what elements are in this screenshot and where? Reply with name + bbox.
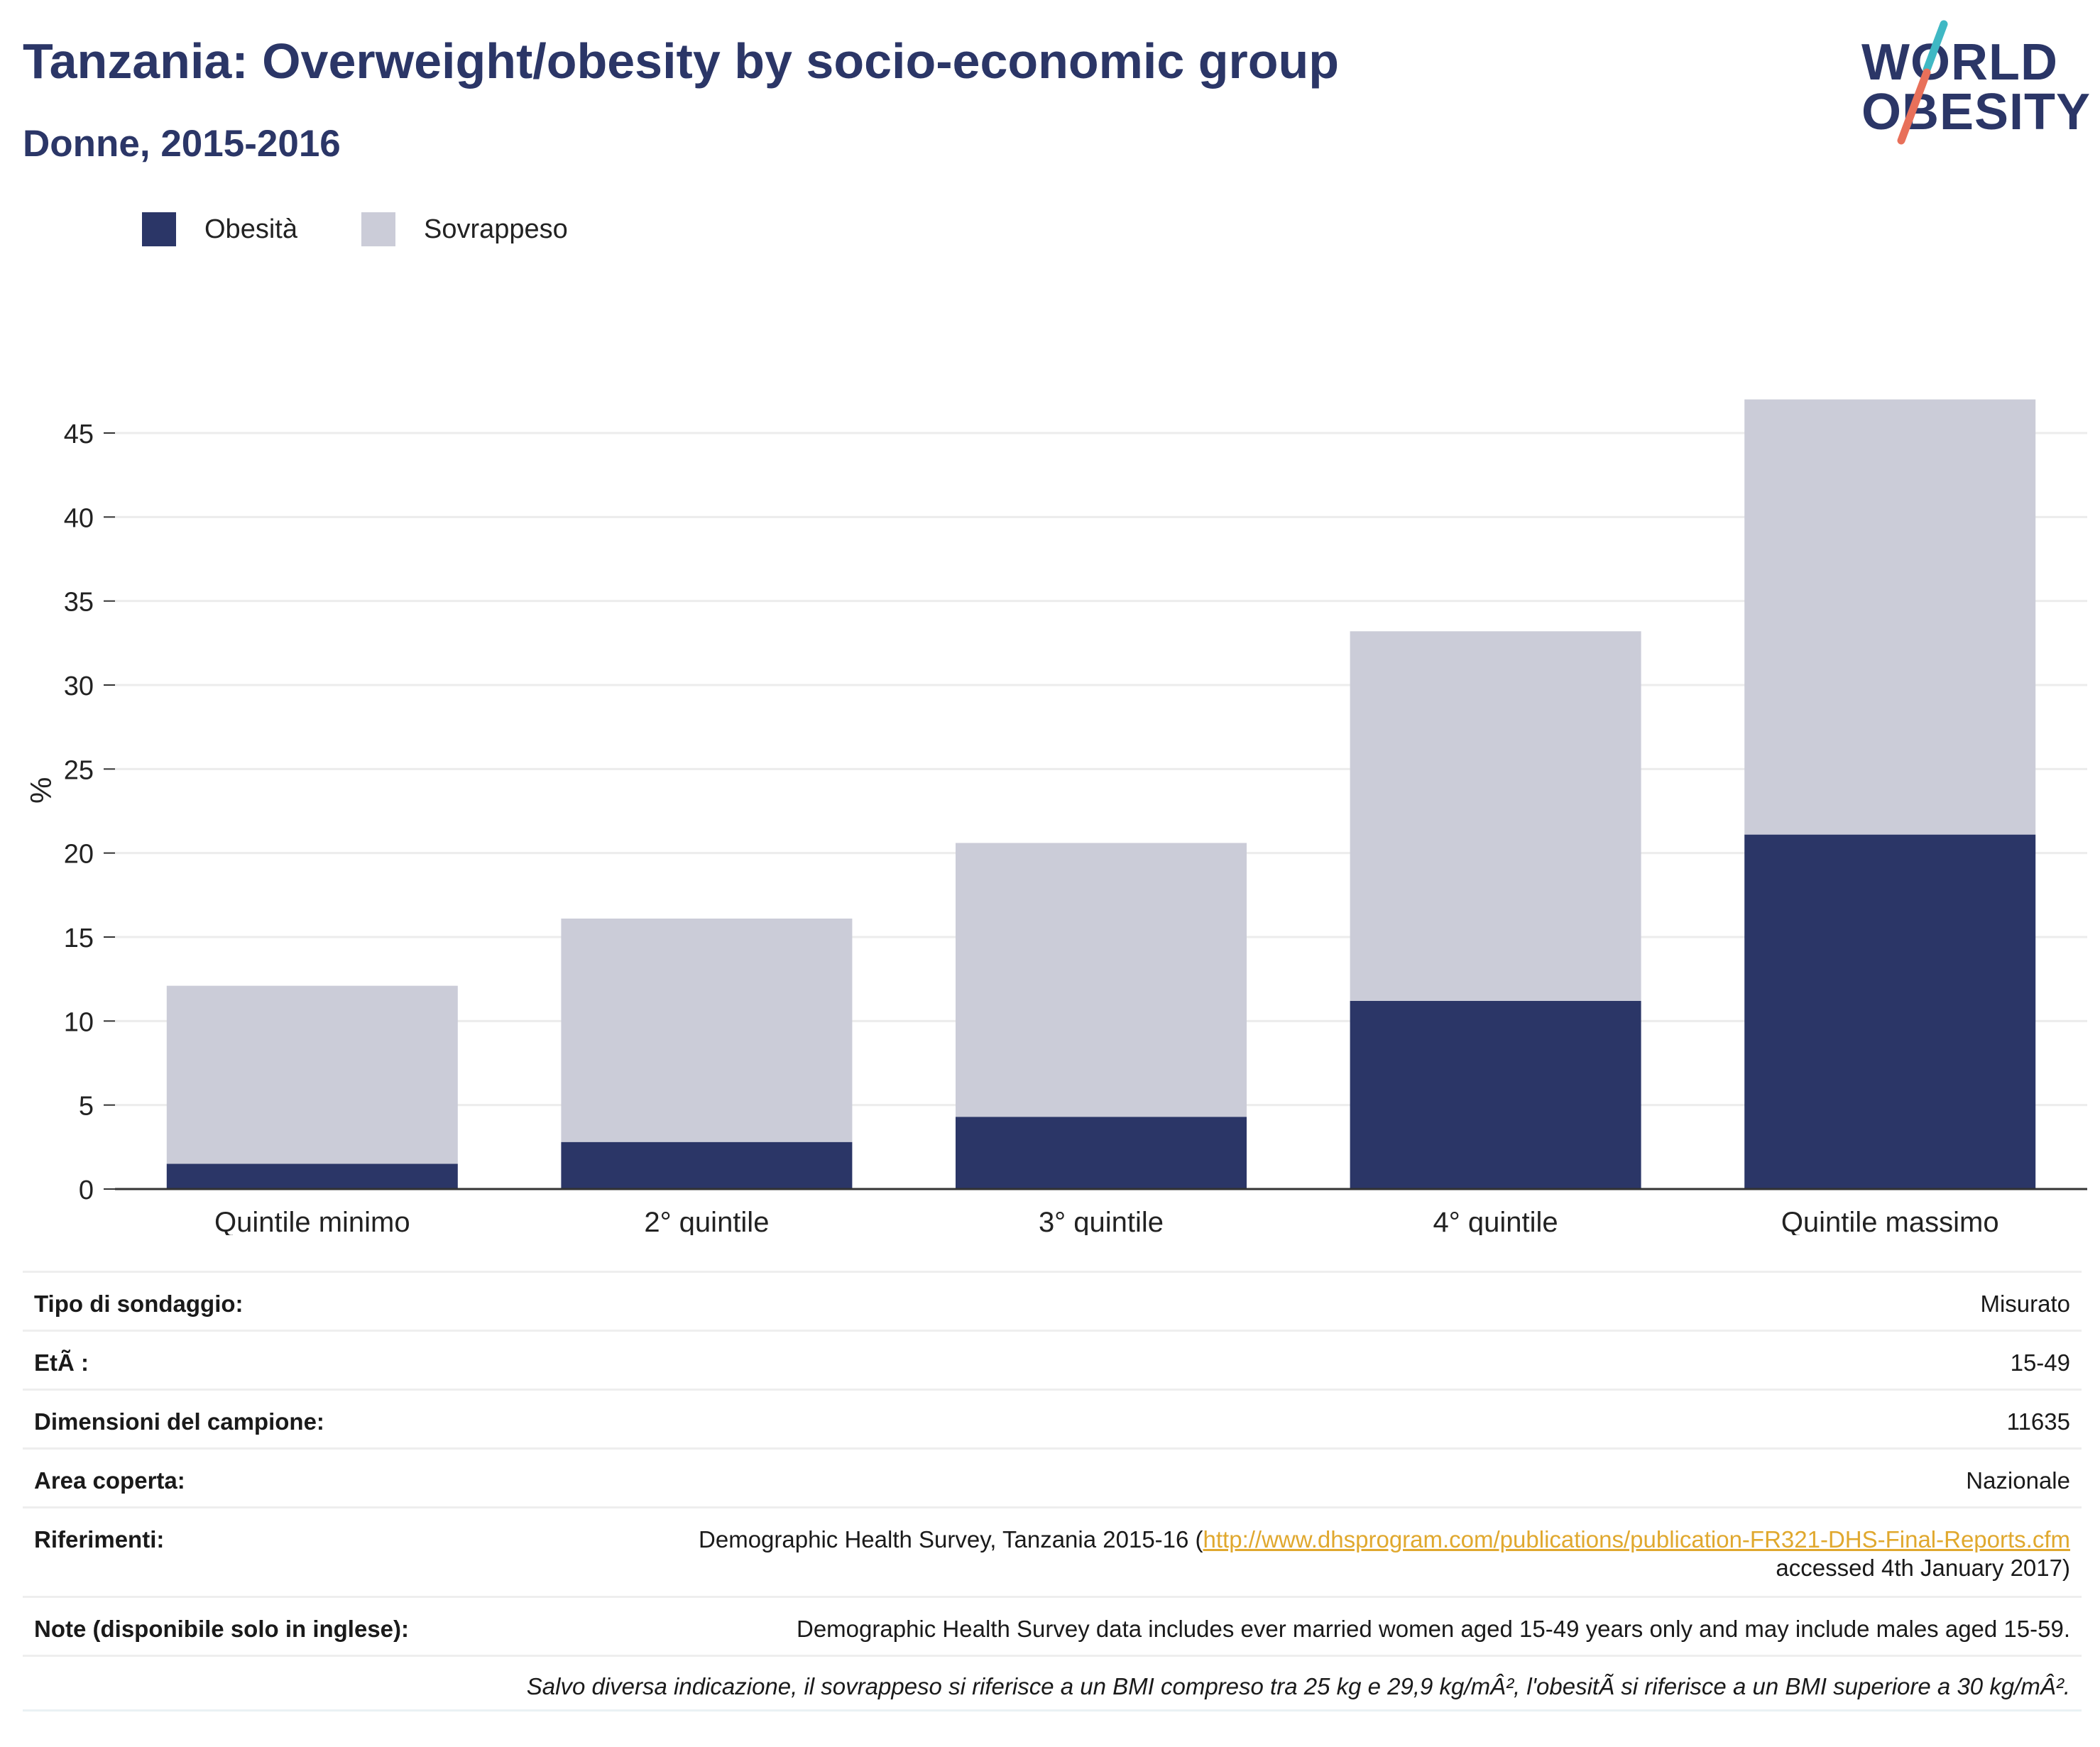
y-axis-label: % bbox=[24, 777, 58, 804]
bar-obesity bbox=[1350, 1000, 1641, 1189]
x-tick-label: 4° quintile bbox=[1433, 1207, 1558, 1235]
y-tick-label: 45 bbox=[64, 420, 94, 449]
info-label-area: Area coperta: bbox=[34, 1467, 185, 1494]
info-value-area: Nazionale bbox=[1966, 1467, 2070, 1494]
info-row-age: EtÃ : 15-49 bbox=[23, 1330, 2082, 1389]
bar-overweight bbox=[166, 985, 458, 1164]
info-value-references: Demographic Health Survey, Tanzania 2015… bbox=[699, 1508, 2070, 1582]
info-value-notes: Demographic Health Survey data includes … bbox=[797, 1616, 2070, 1642]
info-row-area: Area coperta: Nazionale bbox=[23, 1447, 2082, 1506]
info-row-survey-type: Tipo di sondaggio: Misurato bbox=[23, 1271, 2082, 1330]
info-row-footnote: Salvo diversa indicazione, il sovrappeso… bbox=[23, 1655, 2082, 1712]
world-obesity-logo: WORLD OBESITY bbox=[1853, 20, 2090, 152]
info-row-sample-size: Dimensioni del campione: 11635 bbox=[23, 1389, 2082, 1447]
x-tick-label: 3° quintile bbox=[1039, 1207, 1164, 1235]
info-value-sample-size: 11635 bbox=[2006, 1408, 2070, 1435]
y-tick-label: 35 bbox=[64, 588, 94, 618]
info-row-references: Riferimenti: Demographic Health Survey, … bbox=[23, 1506, 2082, 1596]
info-label-references: Riferimenti: bbox=[34, 1526, 165, 1552]
legend-swatch-overweight bbox=[361, 212, 395, 246]
x-tick-label: Quintile massimo bbox=[1781, 1207, 1999, 1235]
survey-info-table: Tipo di sondaggio: Misurato EtÃ : 15-49 … bbox=[23, 1271, 2082, 1712]
bar-overweight bbox=[1744, 399, 2036, 835]
y-tick-label: 30 bbox=[64, 672, 94, 701]
chart-subtitle: Donne, 2015-2016 bbox=[23, 123, 341, 165]
bar-overweight bbox=[956, 843, 1247, 1117]
legend-item-overweight: Sovrappeso bbox=[361, 212, 568, 246]
info-value-survey-type: Misurato bbox=[1980, 1291, 2070, 1317]
y-tick-label: 5 bbox=[79, 1092, 94, 1122]
bar-obesity bbox=[561, 1141, 853, 1189]
info-label-survey-type: Tipo di sondaggio: bbox=[34, 1291, 244, 1317]
info-value-age: 15-49 bbox=[2010, 1349, 2070, 1376]
y-tick-label: 25 bbox=[64, 755, 94, 785]
reference-link[interactable]: http://www.dhsprogram.com/publications/p… bbox=[1203, 1526, 2070, 1552]
reference-accessed-text: accessed 4th January 2017) bbox=[1776, 1555, 2070, 1581]
reference-source-text: Demographic Health Survey, Tanzania 2015… bbox=[699, 1526, 1203, 1552]
legend-label-overweight: Sovrappeso bbox=[423, 214, 568, 244]
bar-overweight bbox=[1350, 631, 1641, 1001]
logo-slash-icon bbox=[1897, 20, 1948, 145]
info-label-sample-size: Dimensioni del campione: bbox=[34, 1408, 324, 1435]
y-tick-label: 0 bbox=[79, 1176, 94, 1205]
x-tick-label: Quintile minimo bbox=[214, 1207, 410, 1235]
info-label-notes: Note (disponibile solo in inglese): bbox=[34, 1616, 410, 1642]
legend-label-obesity: Obesità bbox=[204, 214, 297, 244]
info-row-notes: Note (disponibile solo in inglese): Demo… bbox=[23, 1596, 2082, 1655]
logo-word-world: WORLD bbox=[1861, 34, 2058, 91]
legend-item-obesity: Obesità bbox=[142, 212, 297, 246]
stacked-bar-chart: 0 5 10 15 20 25 30 35 40 45% Quintile minimo 2° qui… bbox=[24, 399, 2087, 1235]
chart-legend: Obesità Sovrappeso bbox=[142, 212, 632, 247]
y-tick-label: 40 bbox=[64, 503, 94, 533]
chart-title: Tanzania: Overweight/obesity by socio-ec… bbox=[23, 33, 1340, 89]
y-tick-label: 15 bbox=[64, 924, 94, 953]
y-tick-label: 20 bbox=[64, 840, 94, 870]
bar-obesity bbox=[956, 1117, 1247, 1189]
bar-obesity bbox=[166, 1163, 458, 1189]
info-label-age: EtÃ : bbox=[34, 1349, 89, 1376]
bmi-footnote: Salvo diversa indicazione, il sovrappeso… bbox=[526, 1673, 2070, 1699]
y-tick-label: 10 bbox=[64, 1007, 94, 1037]
bar-overweight bbox=[561, 918, 853, 1142]
logo-word-obesity: OBESITY bbox=[1861, 84, 2091, 141]
legend-swatch-obesity bbox=[142, 212, 176, 246]
x-tick-label: 2° quintile bbox=[644, 1207, 769, 1235]
bar-obesity bbox=[1744, 834, 2036, 1189]
